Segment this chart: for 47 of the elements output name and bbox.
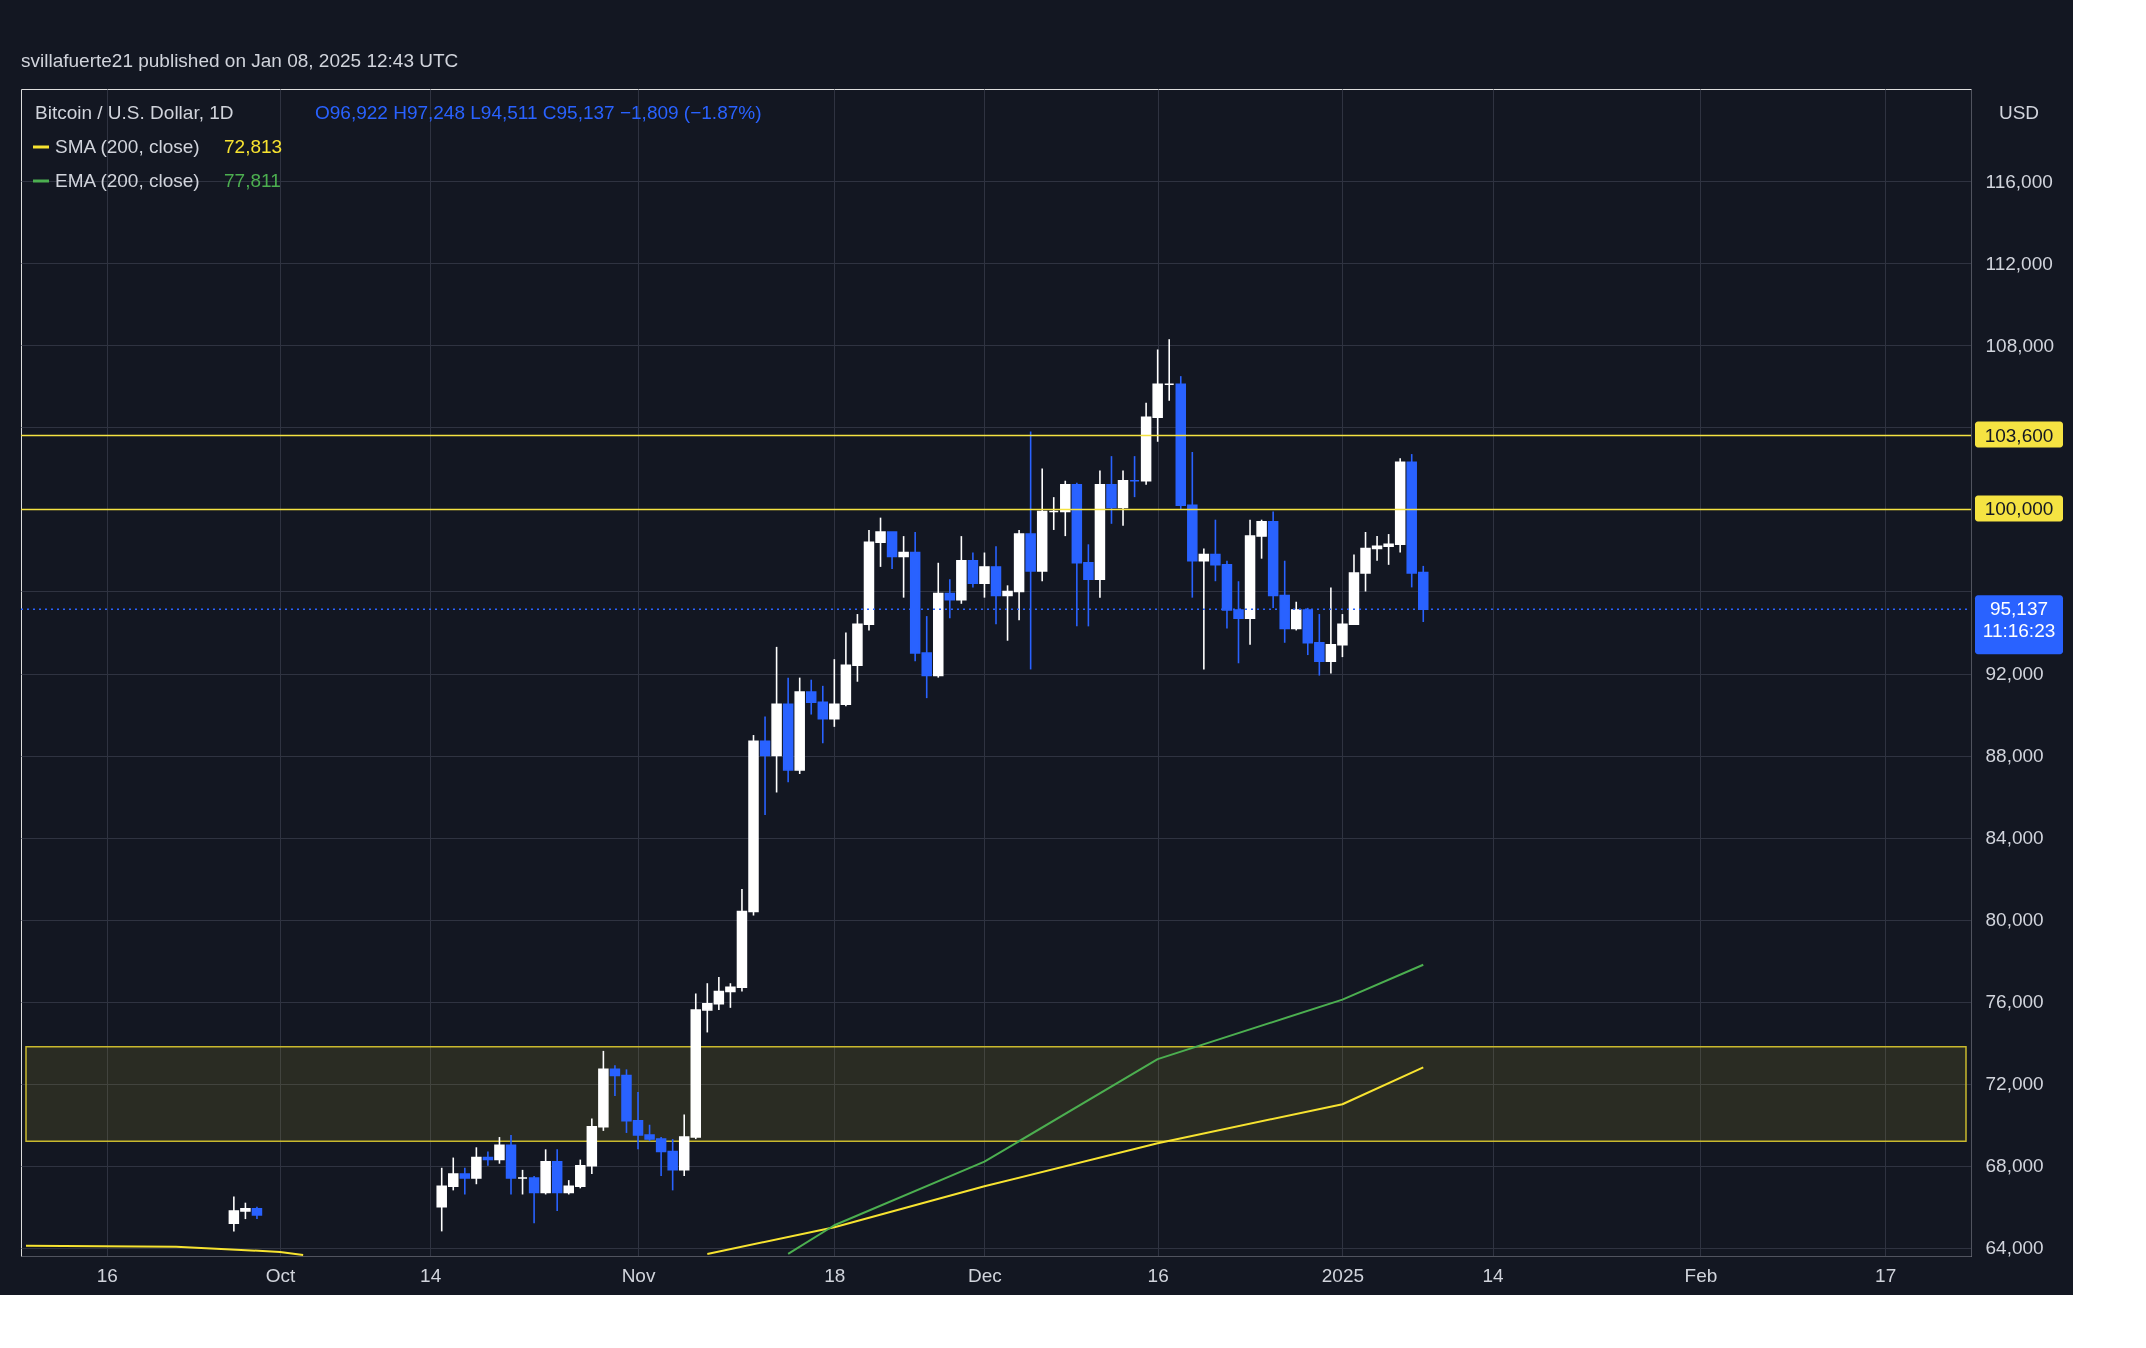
candlestick — [494, 1136, 505, 1165]
candlestick — [528, 1175, 540, 1224]
ref-line-label: 100,000 — [1984, 498, 2054, 520]
y-tick-label: 76,000 — [1985, 991, 2044, 1013]
text: Bitcoin / U.S. Dollar, 1D — [35, 102, 234, 123]
text: svillafuerte21 published on Jan 08, 2025 12:43 UTC — [21, 50, 459, 71]
text: O96,922 H97,248 L94,511 C95,137 −1,809 (−1.87%) — [315, 102, 762, 123]
legend-label: EMA (200, close) — [55, 170, 200, 191]
x-tick-label: 14 — [420, 1264, 442, 1286]
y-tick-label: 92,000 — [1985, 663, 2044, 685]
ref-line-label: 103,600 — [1984, 424, 2054, 446]
candlestick — [817, 685, 829, 745]
y-tick-label: 116,000 — [1985, 170, 2053, 192]
y-tick-label: 88,000 — [1985, 745, 2044, 767]
x-tick-label: 17 — [1875, 1264, 1897, 1286]
y-tick-label: 64,000 — [1985, 1237, 2044, 1259]
candlestick — [1198, 547, 1210, 671]
x-tick-label: Dec — [968, 1264, 1002, 1286]
x-tick-label: 14 — [1482, 1264, 1505, 1286]
candlestick — [805, 678, 817, 716]
line-series — [787, 963, 1425, 1255]
ref-line-label: 95,137 11:16:23 — [1982, 598, 2056, 642]
x-tick-label: 2025 — [1321, 1264, 1365, 1286]
y-tick-label: 80,000 — [1985, 909, 2044, 931]
y-tick-label: 72,000 — [1985, 1073, 2044, 1095]
candlestick — [459, 1167, 471, 1196]
candlestick — [1290, 600, 1302, 632]
x-tick-label: 16 — [96, 1264, 118, 1286]
candlestick — [898, 535, 909, 599]
y-tick-label: 108,000 — [1985, 334, 2055, 356]
y-tick-label: 112,000 — [1985, 252, 2053, 274]
text: USD — [1998, 102, 2040, 123]
x-tick-label: Feb — [1684, 1264, 1718, 1286]
annotation: 72,813 — [224, 136, 283, 157]
y-tick-label: 84,000 — [1985, 827, 2044, 849]
candlestick — [1106, 455, 1117, 525]
annotation: 77,811 — [224, 170, 281, 191]
legend-label: SMA (200, close) — [55, 136, 200, 157]
candlestick — [471, 1146, 482, 1186]
x-tick-label: 18 — [824, 1264, 846, 1286]
y-tick-label: 68,000 — [1985, 1155, 2044, 1177]
candlestick — [979, 551, 990, 599]
candlestick — [759, 715, 771, 816]
candlestick — [967, 551, 979, 589]
x-tick-label: Oct — [265, 1264, 297, 1286]
x-tick-label: Nov — [621, 1264, 656, 1286]
x-tick-label: 16 — [1147, 1264, 1169, 1286]
